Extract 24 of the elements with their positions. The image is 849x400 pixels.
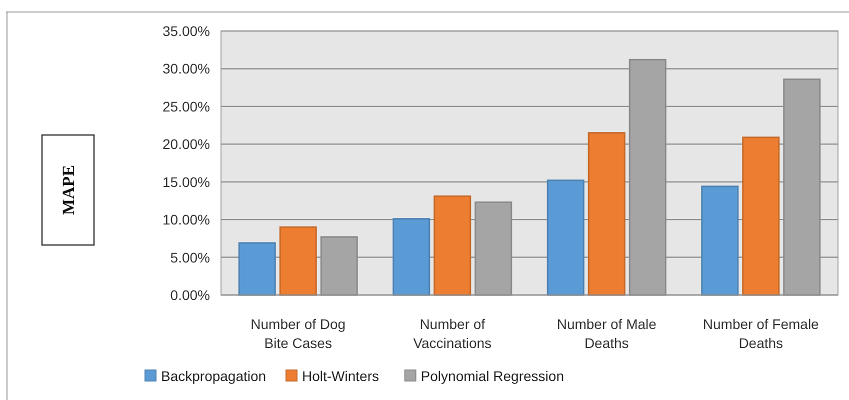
bar bbox=[279, 226, 317, 296]
y-tick-label: 25.00% bbox=[162, 98, 210, 114]
bar bbox=[701, 186, 739, 296]
bar bbox=[434, 195, 472, 296]
y-axis-title: MAPE bbox=[59, 164, 78, 216]
x-tick-label: Number of Female Deaths bbox=[702, 316, 820, 351]
bar bbox=[392, 218, 430, 296]
y-tick-label: 5.00% bbox=[170, 249, 210, 266]
y-tick-label: 0.00% bbox=[170, 287, 210, 303]
legend-label: Holt-Winters bbox=[302, 368, 380, 384]
bar bbox=[238, 242, 276, 296]
bar bbox=[742, 136, 780, 296]
x-tick-label: Number of Male Deaths bbox=[556, 316, 657, 351]
y-tick-label: 35.00% bbox=[162, 23, 210, 39]
x-tick-label: Number of Vaccinations bbox=[413, 316, 492, 351]
bar bbox=[546, 180, 584, 296]
bar bbox=[588, 132, 626, 296]
y-tick-label: 30.00% bbox=[162, 60, 210, 77]
x-tick-label: Number of Dog Bite Cases bbox=[250, 316, 346, 351]
y-tick-label: 10.00% bbox=[162, 212, 210, 228]
legend-label: Backpropagation bbox=[161, 368, 266, 384]
legend-label: Polynomial Regression bbox=[420, 368, 564, 384]
y-tick-label: 20.00% bbox=[162, 136, 210, 152]
y-tick-label: 15.00% bbox=[162, 174, 210, 190]
